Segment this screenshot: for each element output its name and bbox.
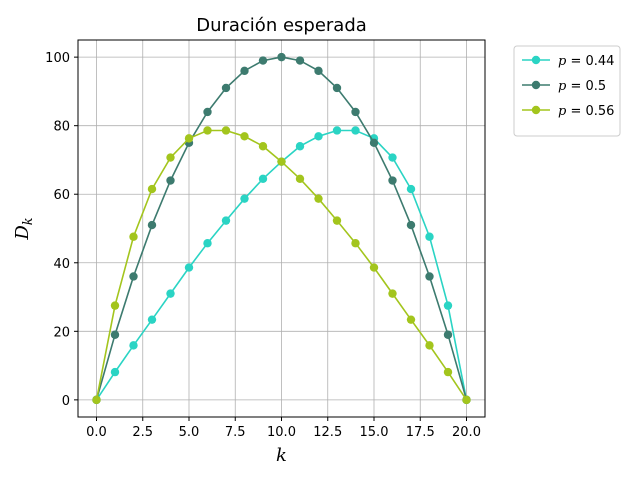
- data-point: [295, 142, 305, 151]
- y-axis-label-sub: k: [21, 217, 36, 225]
- data-point: [129, 232, 138, 241]
- data-point: [240, 132, 249, 141]
- data-point: [332, 216, 342, 225]
- y-axis-label-main: D: [12, 225, 33, 241]
- y-tick-label: 80: [53, 120, 70, 135]
- data-point: [147, 220, 157, 230]
- legend-var: p: [558, 79, 567, 94]
- data-point: [351, 239, 360, 248]
- data-point: [332, 83, 342, 93]
- ticks: 0.0 2.5 5.0 7.5 10.0 12.5 15.0 17.5 20.0 0 20 40 60 8…: [45, 51, 481, 440]
- data-point: [406, 220, 416, 230]
- data-point: [129, 341, 138, 350]
- x-tick-label: 17.5: [406, 425, 435, 440]
- data-point: [314, 132, 323, 141]
- data-point: [221, 126, 231, 135]
- data-point: [406, 184, 416, 194]
- x-tick-label: 15.0: [360, 425, 389, 440]
- series-3: [92, 126, 471, 405]
- x-tick-label: 7.5: [225, 425, 246, 440]
- data-point: [388, 153, 397, 162]
- y-tick-label: 0: [62, 394, 70, 409]
- data-point: [92, 395, 101, 405]
- x-tick-label: 0.0: [86, 425, 107, 440]
- legend: p = 0.44p = 0.5p = 0.56: [513, 45, 621, 137]
- x-tick-label: 10.0: [267, 425, 296, 440]
- data-point: [425, 232, 434, 241]
- y-tick-label: 100: [45, 51, 70, 66]
- legend-var: p: [558, 104, 567, 119]
- legend-swatch-marker: [531, 55, 541, 65]
- data-point: [425, 272, 434, 281]
- data-point: [369, 138, 379, 148]
- legend-entry-label: p = 0.44: [558, 54, 614, 69]
- data-point: [258, 174, 268, 184]
- x-tick-label: 12.5: [313, 425, 342, 440]
- data-point: [203, 107, 212, 117]
- data-point: [258, 56, 268, 65]
- data-point: [110, 301, 120, 310]
- data-point: [295, 56, 305, 65]
- legend-swatch-marker: [531, 105, 541, 115]
- data-point: [258, 142, 268, 151]
- y-tick-label: 60: [53, 188, 70, 203]
- legend-value: = 0.44: [566, 54, 614, 69]
- y-tick-label: 40: [53, 257, 70, 272]
- data-point: [406, 315, 416, 324]
- x-tick-label: 20.0: [452, 425, 481, 440]
- legend-entry-label: p = 0.56: [558, 104, 614, 119]
- data-point: [240, 194, 249, 203]
- data-point: [277, 52, 286, 62]
- x-tick-label: 5.0: [179, 425, 200, 440]
- data-point: [443, 301, 453, 310]
- data-point: [462, 395, 471, 405]
- data-point: [388, 176, 397, 185]
- data-point: [184, 263, 194, 272]
- data-point: [388, 289, 397, 298]
- data-point: [203, 126, 212, 135]
- data-point: [314, 66, 323, 76]
- data-point: [166, 153, 175, 162]
- legend-value: = 0.56: [566, 104, 614, 119]
- data-point: [147, 315, 157, 324]
- x-axis-label: k: [276, 445, 287, 466]
- data-point: [314, 194, 323, 203]
- data-point: [221, 83, 231, 93]
- data-point: [240, 66, 249, 76]
- series-layer: [92, 52, 471, 405]
- data-point: [369, 263, 379, 272]
- data-point: [295, 174, 305, 184]
- data-point: [110, 367, 120, 377]
- data-point: [332, 126, 342, 135]
- data-point: [221, 216, 231, 225]
- chart-title: Duración esperada: [196, 15, 367, 36]
- data-point: [351, 126, 360, 135]
- data-point: [203, 239, 212, 248]
- legend-swatch-marker: [531, 80, 541, 90]
- data-point: [110, 330, 120, 339]
- y-tick-label: 20: [53, 325, 70, 340]
- data-point: [277, 157, 286, 166]
- data-point: [147, 184, 157, 194]
- legend-var: p: [558, 54, 567, 69]
- data-point: [351, 107, 360, 117]
- legend-value: = 0.5: [566, 79, 606, 94]
- legend-entry-label: p = 0.5: [558, 79, 606, 94]
- grid: [78, 40, 485, 417]
- y-axis-label: Dk: [12, 217, 36, 240]
- legend-box: [513, 45, 621, 137]
- data-point: [166, 289, 175, 298]
- series-2: [92, 52, 471, 405]
- data-point: [129, 272, 138, 281]
- data-point: [184, 134, 194, 143]
- data-point: [425, 341, 434, 350]
- data-point: [443, 367, 453, 377]
- data-point: [166, 176, 175, 185]
- x-tick-label: 2.5: [132, 425, 153, 440]
- data-point: [443, 330, 453, 339]
